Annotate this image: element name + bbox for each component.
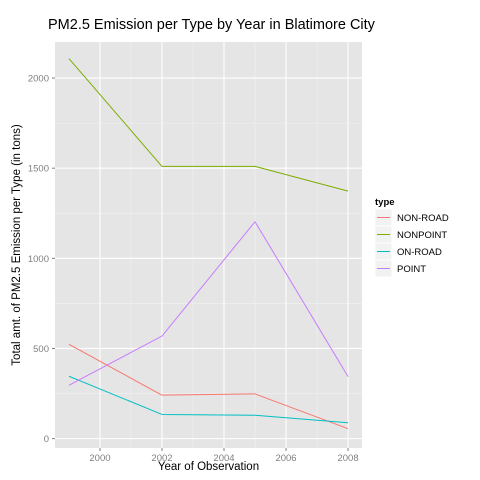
y-axis-ticks: 0 500 1000 1500 2000: [28, 74, 55, 445]
series-line-nonpoint: [68, 58, 349, 192]
plot-panel: [55, 42, 362, 448]
legend-item-on-road: ON-ROAD: [374, 242, 442, 261]
chart-title: PM2.5 Emission per Type by Year in Blati…: [48, 17, 376, 33]
x-tick-label: 2000: [89, 453, 110, 464]
x-tick-label: 2008: [337, 453, 358, 464]
x-tick-label: 2006: [275, 453, 296, 464]
legend-item-non-road: NON-ROAD: [374, 208, 449, 227]
y-tick-label: 1500: [28, 164, 49, 175]
minor-gridlines: [55, 42, 362, 448]
y-tick-label: 1000: [28, 254, 49, 265]
x-tick-label: 2002: [151, 453, 172, 464]
y-tick-label: 2000: [28, 74, 49, 85]
y-axis-title: Total amt. of PM2.5 Emission per Type (i…: [11, 124, 23, 366]
legend-title: type: [375, 197, 395, 208]
x-axis-ticks: 2000 2002 2004 2006 2008: [89, 448, 359, 464]
y-tick-label: 500: [33, 344, 49, 355]
series-line-non-road: [68, 343, 349, 430]
legend-item-nonpoint: NONPOINT: [374, 225, 447, 244]
series-line-point: [68, 221, 349, 386]
legend: type NON-ROAD NONPOINT ON-ROAD POINT: [374, 197, 449, 278]
x-tick-label: 2004: [213, 453, 234, 464]
series-line-on-road: [68, 375, 349, 424]
y-tick-label: 0: [44, 434, 49, 445]
x-axis-title: Year of Observation: [158, 461, 259, 473]
legend-label: ON-ROAD: [397, 247, 442, 258]
legend-label: NON-ROAD: [397, 213, 449, 224]
major-gridlines: [55, 42, 362, 448]
legend-label: POINT: [397, 264, 426, 275]
legend-item-point: POINT: [374, 259, 426, 278]
series-lines: [68, 58, 349, 430]
legend-label: NONPOINT: [397, 230, 447, 241]
